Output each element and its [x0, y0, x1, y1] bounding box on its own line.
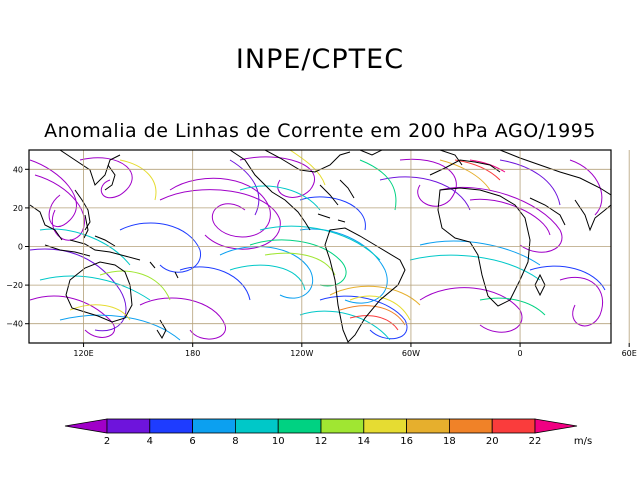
coastlines: [29, 150, 611, 343]
lon-tick-label: 60W: [402, 349, 420, 358]
colorbar-segment: [149, 418, 194, 434]
colorbar-tick-label: 18: [443, 436, 456, 447]
colorbar-tick-label: 14: [357, 436, 370, 447]
colorbar-segment: [448, 418, 493, 434]
colorbar-tick-label: 8: [232, 436, 238, 447]
colorbar-tick-label: 6: [189, 436, 195, 447]
lat-tick-label: 0: [18, 243, 23, 252]
colorbar: 2 4 6 8 10 12 14 16 18 20 22 m/s: [64, 418, 592, 447]
colorbar-tick-label: 4: [147, 436, 153, 447]
colorbar-units: m/s: [574, 436, 592, 447]
institution-title: INPE/CPTEC: [235, 44, 405, 75]
colorbar-segment: [277, 418, 322, 434]
lat-tick-label: −40: [6, 320, 23, 329]
colorbar-tick-label: 12: [315, 436, 328, 447]
streamlines: [29, 150, 606, 341]
colorbar-tick-label: 22: [529, 436, 542, 447]
lon-tick-label: 120E: [73, 349, 93, 358]
colorbar-segment: [106, 418, 151, 434]
colorbar-segment: [491, 418, 536, 434]
colorbar-tick-label: 10: [272, 436, 285, 447]
colorbar-segment: [234, 418, 279, 434]
grid-lines: [29, 150, 630, 343]
map-title: Anomalia de Linhas de Corrente em 200 hP…: [44, 120, 596, 142]
colorbar-segment: [363, 418, 407, 434]
colorbar-tick-label: 20: [486, 436, 499, 447]
lat-tick-label: −20: [6, 281, 23, 290]
lon-tick-label: 120W: [290, 349, 313, 358]
colorbar-left-arrow: [64, 418, 108, 434]
latitude-labels: 40 20 0 −20 −40: [6, 165, 29, 329]
lat-tick-label: 40: [13, 165, 23, 174]
longitude-labels: 120E 180 120W 60W 0 60E: [73, 343, 637, 358]
colorbar-tick-label: 2: [104, 436, 110, 447]
colorbar-tick-label: 16: [400, 436, 413, 447]
colorbar-segment: [192, 418, 236, 434]
colorbar-right-arrow: [534, 418, 578, 434]
colorbar-segment: [406, 418, 450, 434]
lat-tick-label: 20: [13, 204, 23, 213]
colorbar-segment: [320, 418, 365, 434]
lon-tick-label: 180: [185, 349, 200, 358]
lon-tick-label: 60E: [622, 349, 637, 358]
lon-tick-label: 0: [518, 349, 523, 358]
